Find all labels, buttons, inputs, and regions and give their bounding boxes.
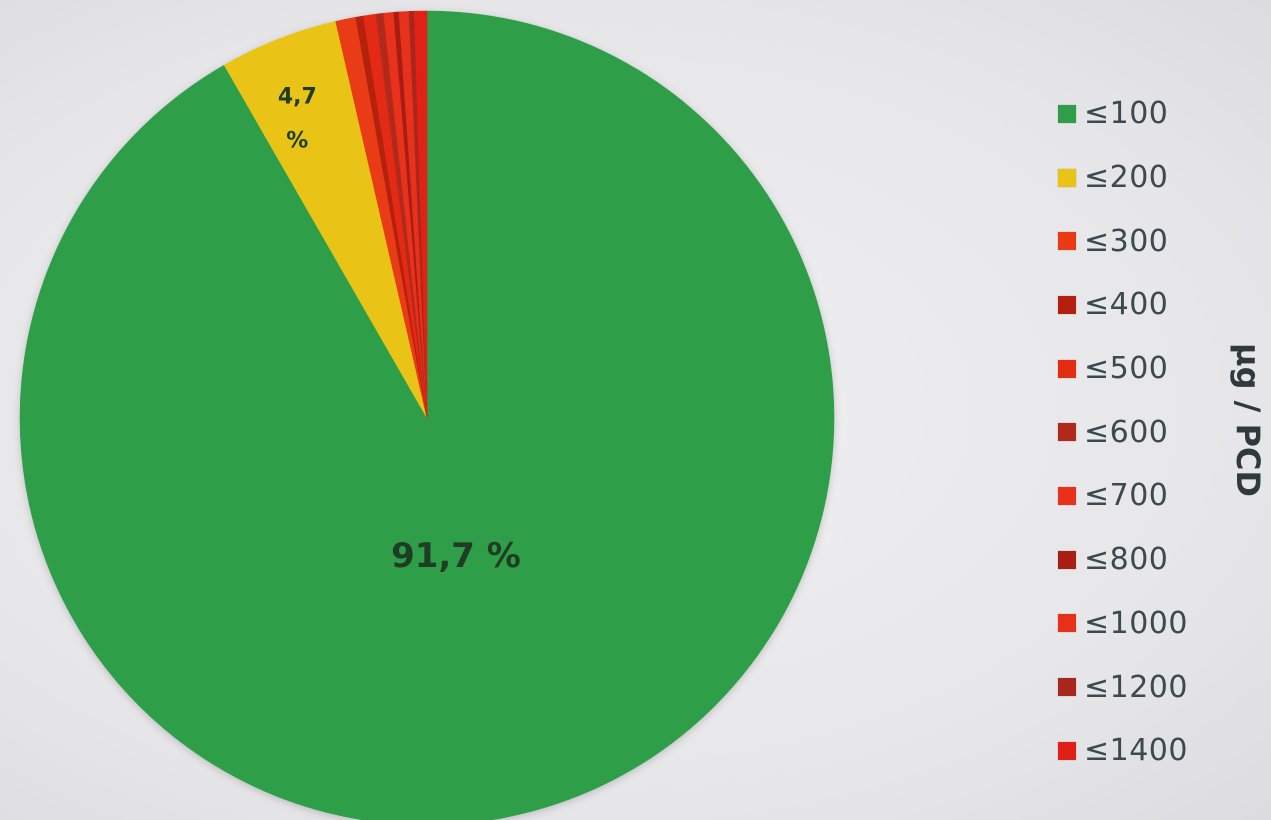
legend-swatch	[1058, 423, 1076, 442]
legend-swatch	[1058, 359, 1076, 378]
legend-label: ≤100	[1084, 96, 1169, 132]
legend-unit-label: µg / PCD	[1229, 343, 1267, 497]
pie-slice-11	[413, 10, 428, 419]
legend-swatch	[1058, 168, 1076, 187]
legend-label: ≤500	[1084, 351, 1169, 387]
legend-item-5: ≤500	[1058, 337, 1218, 401]
legend: ≤100 ≤200 ≤300 ≤400 ≤500 ≤600 ≤700 ≤800 ≤1000 ≤12…	[1058, 82, 1218, 783]
legend-swatch	[1058, 741, 1076, 760]
legend-swatch	[1058, 486, 1076, 505]
legend-swatch	[1058, 295, 1076, 314]
pie-slices	[19, 10, 835, 820]
legend-item-8: ≤800	[1058, 528, 1218, 592]
legend-label: ≤600	[1084, 414, 1169, 450]
legend-label: ≤1400	[1084, 733, 1188, 769]
legend-label: ≤700	[1084, 478, 1169, 514]
legend-label: ≤200	[1084, 160, 1169, 196]
legend-item-11: ≤1400	[1058, 719, 1218, 783]
legend-swatch	[1058, 104, 1076, 123]
slice-data-label-1: 91,7 %	[391, 536, 521, 576]
slice-data-label-2: 4,7%	[278, 85, 317, 154]
legend-label: ≤800	[1084, 542, 1169, 578]
legend-item-6: ≤600	[1058, 400, 1218, 464]
legend-label: ≤400	[1084, 287, 1169, 323]
legend-item-1: ≤100	[1058, 82, 1218, 146]
legend-label: ≤300	[1084, 223, 1169, 259]
legend-item-3: ≤300	[1058, 209, 1218, 273]
legend-swatch	[1058, 232, 1076, 251]
legend-item-9: ≤1000	[1058, 592, 1218, 656]
legend-item-7: ≤700	[1058, 464, 1218, 528]
legend-label: ≤1000	[1084, 605, 1188, 641]
legend-item-10: ≤1200	[1058, 655, 1218, 719]
legend-item-4: ≤400	[1058, 273, 1218, 337]
legend-swatch	[1058, 550, 1076, 569]
legend-swatch	[1058, 614, 1076, 633]
legend-item-2: ≤200	[1058, 146, 1218, 210]
legend-label: ≤1200	[1084, 669, 1188, 705]
legend-swatch	[1058, 678, 1076, 697]
